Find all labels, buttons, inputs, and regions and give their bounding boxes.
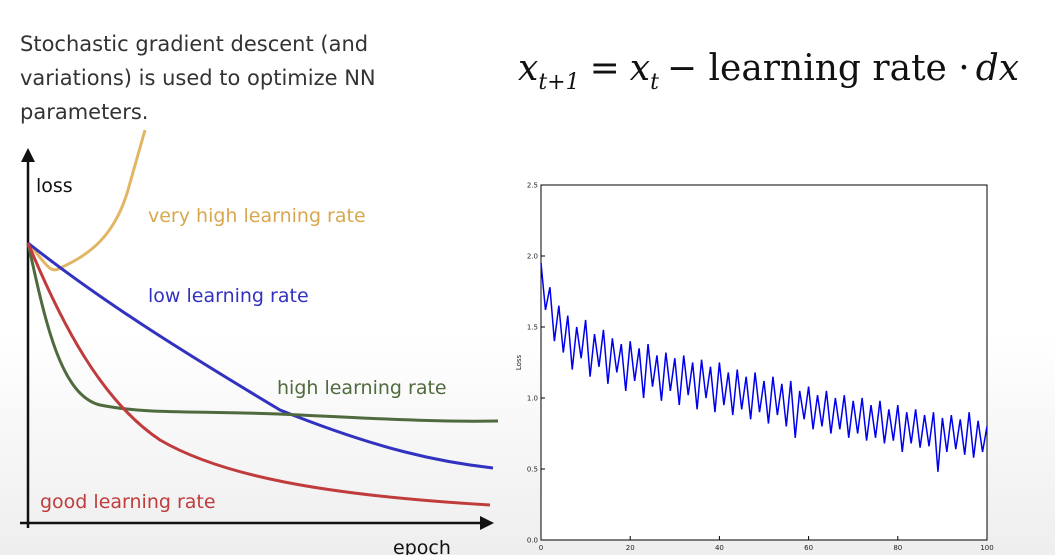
- description-line: parameters.: [20, 100, 148, 124]
- curve-label: low learning rate: [148, 285, 309, 307]
- curve-low: [27, 241, 494, 470]
- curve-good: [26, 242, 491, 507]
- y-tick-label: 2.5: [527, 182, 538, 190]
- y-tick-label: 0.0: [527, 537, 538, 545]
- y-axis-label: Loss: [515, 354, 523, 370]
- loss-chart: 0.0 0.5 1.0 1.5 2.0 2.5 0 20 40 60 80 100 Loss: [515, 182, 994, 553]
- y-tick-label: 1.0: [527, 395, 538, 403]
- y-tick-label: 2.0: [527, 253, 538, 261]
- loss-line: [540, 263, 988, 472]
- x-tick-label: 20: [626, 544, 635, 552]
- curve-label: good learning rate: [40, 491, 216, 513]
- y-tick-label: 0.5: [527, 466, 538, 474]
- x-tick-label: 40: [715, 544, 724, 552]
- y-axis-label: loss: [36, 175, 73, 197]
- plot-frame: [540, 184, 988, 541]
- curve-label: very high learning rate: [148, 205, 366, 227]
- arrow: [480, 516, 494, 530]
- schematic-chart: loss epoch very high learning rate low l…: [20, 129, 499, 555]
- curve-very-high: [26, 129, 147, 272]
- x-axis-label: epoch: [393, 537, 451, 555]
- x-tick-label: 0: [539, 544, 543, 552]
- description-line: Stochastic gradient descent (and: [20, 32, 368, 56]
- arrow: [21, 148, 35, 162]
- description-line: variations) is used to optimize NN: [20, 66, 376, 90]
- curve-high: [26, 242, 499, 423]
- x-tick-label: 100: [980, 544, 993, 552]
- curve-label: high learning rate: [277, 377, 447, 399]
- x-tick-label: 60: [804, 544, 813, 552]
- x-tick-label: 80: [893, 544, 902, 552]
- formula: xt+1 = xt − learning rate · dx: [518, 48, 1019, 95]
- y-tick-label: 1.5: [527, 324, 538, 332]
